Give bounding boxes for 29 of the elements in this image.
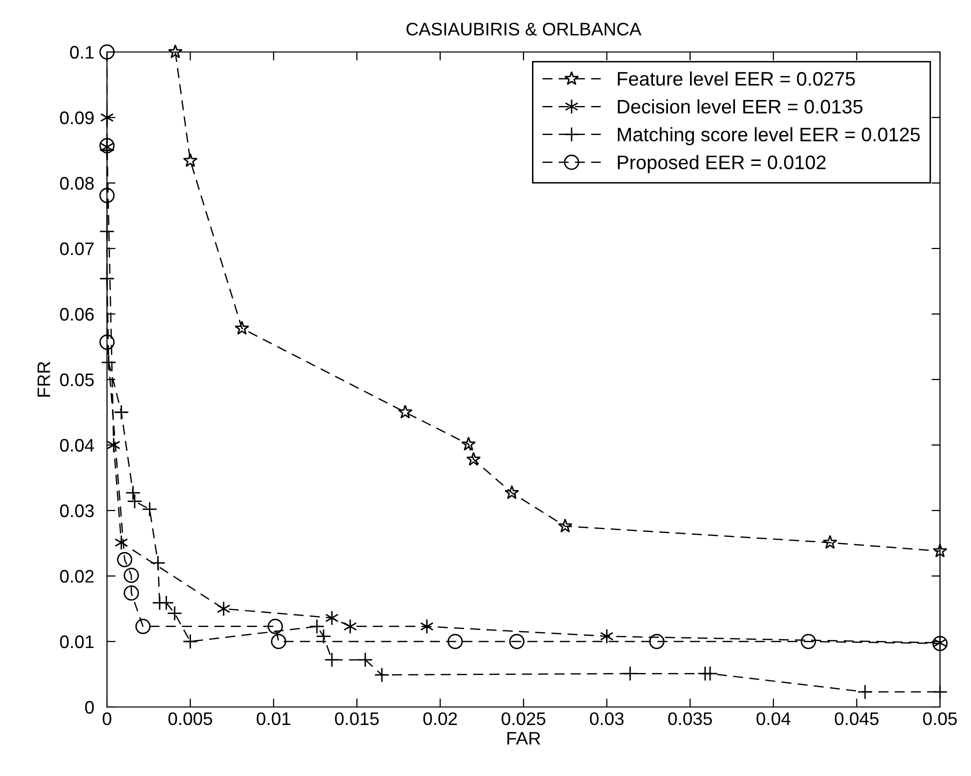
x-tick-label: 0.04 bbox=[756, 712, 790, 726]
y-tick-label: 0.01 bbox=[60, 635, 94, 648]
x-tick-label: 0.03 bbox=[590, 712, 624, 726]
legend-label: Proposed EER = 0.0102 bbox=[618, 154, 826, 174]
x-tick-label: 0.015 bbox=[335, 712, 379, 726]
chart-title: CASIAUBIRIS & ORLBANCA bbox=[406, 22, 642, 36]
y-tick-label: 0.03 bbox=[60, 504, 94, 518]
x-axis-title: FAR bbox=[507, 732, 540, 745]
x-tick-label: 0.02 bbox=[423, 712, 457, 726]
x-tick-label: 0.005 bbox=[168, 712, 212, 726]
x-tick-label: 0 bbox=[102, 712, 112, 726]
y-tick-label: 0.08 bbox=[60, 176, 94, 190]
y-tick-label: 0.05 bbox=[60, 373, 94, 386]
y-tick-label: 0.09 bbox=[60, 111, 94, 124]
legend-label: Feature level EER = 0.0275 bbox=[618, 71, 855, 86]
legend-label: Decision level EER = 0.0135 bbox=[618, 99, 862, 114]
legend-label: Matching score level EER = 0.0125 bbox=[618, 127, 920, 146]
y-tick-label: 0.04 bbox=[60, 438, 94, 452]
x-tick-label: 0.035 bbox=[668, 712, 712, 726]
x-tick-label: 0.05 bbox=[923, 712, 957, 726]
x-tick-label: 0.045 bbox=[834, 712, 879, 726]
y-tick-label: 0.1 bbox=[70, 46, 94, 59]
y-tick-label: 0.06 bbox=[60, 308, 94, 321]
y-tick-label: 0.02 bbox=[60, 570, 94, 583]
x-tick-label: 0.01 bbox=[256, 712, 290, 726]
y-tick-label: 0.07 bbox=[60, 242, 94, 256]
y-tick-label: 0 bbox=[85, 700, 94, 714]
x-tick-label: 0.025 bbox=[502, 712, 546, 726]
y-axis-title: FRR bbox=[38, 362, 50, 397]
